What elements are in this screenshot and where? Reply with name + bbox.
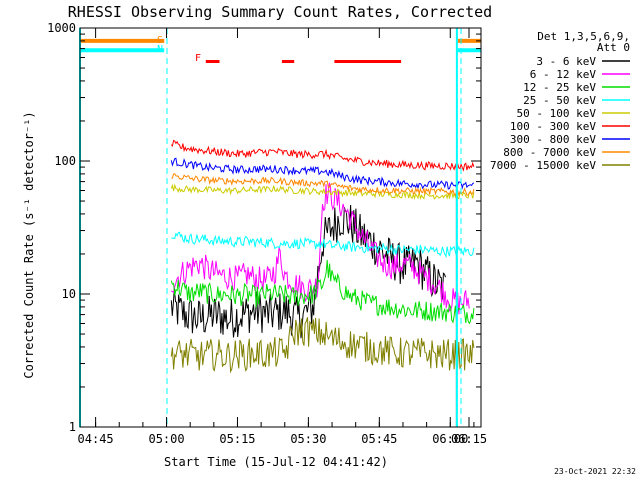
- axes: [79, 27, 482, 428]
- date-stamp: 23-Oct-2021 22:32: [554, 467, 636, 476]
- y-ticks: 1 10 100 1000: [47, 21, 481, 434]
- x-tick-label: 04:45: [78, 432, 114, 446]
- legend-entry: 7000 - 15000 keV: [490, 159, 596, 172]
- x-tick-label: 05:45: [361, 432, 397, 446]
- legend-entry: 3 - 6 keV: [536, 55, 596, 68]
- y-tick-label: 1000: [47, 21, 76, 35]
- plot-area: [170, 139, 475, 427]
- legend-header-line1: Det 1,3,5,6,9,: [537, 30, 630, 43]
- series-line: [171, 231, 475, 259]
- legend-entry: 6 - 12 keV: [530, 68, 597, 81]
- legend-entry: 800 - 7000 keV: [503, 146, 596, 159]
- chart-title: RHESSI Observing Summary Count Rates, Co…: [68, 3, 492, 21]
- legend-entry: 25 - 50 keV: [523, 94, 596, 107]
- y-axis-label: Corrected Count Rate (s⁻¹ detector⁻¹): [22, 111, 36, 378]
- series-line: [170, 259, 475, 325]
- x-axis-label: Start Time (15-Jul-12 04:41:42): [164, 455, 388, 469]
- series-line: [170, 204, 446, 339]
- series-line: [170, 317, 475, 374]
- legend-entry: 300 - 800 keV: [510, 133, 596, 146]
- series-line: [170, 139, 475, 172]
- flag-bars: [79, 28, 481, 427]
- x-tick-label: 05:15: [219, 432, 255, 446]
- x-tick-label: 06:15: [451, 432, 487, 446]
- x-tick-label: 06:00: [432, 432, 468, 446]
- x-tick-label: 05:00: [148, 432, 184, 446]
- series-line: [170, 183, 475, 201]
- legend-entry: 12 - 25 keV: [523, 81, 596, 94]
- series-line: [171, 173, 475, 197]
- legend-header-line2: Att 0: [597, 41, 630, 54]
- y-tick-label: 100: [54, 154, 76, 168]
- series-line: [170, 157, 475, 191]
- legend-entry: 100 - 300 keV: [510, 120, 596, 133]
- x-tick-label: 05:30: [290, 432, 326, 446]
- legend-entry: 50 - 100 keV: [517, 107, 597, 120]
- y-tick-label: 10: [62, 287, 76, 301]
- plot-frame: [79, 27, 482, 428]
- flag-label-n: N: [157, 44, 163, 55]
- flag-label-s: S: [157, 35, 163, 46]
- y-tick-label: 1: [69, 420, 76, 434]
- flag-label-f: F: [195, 53, 201, 64]
